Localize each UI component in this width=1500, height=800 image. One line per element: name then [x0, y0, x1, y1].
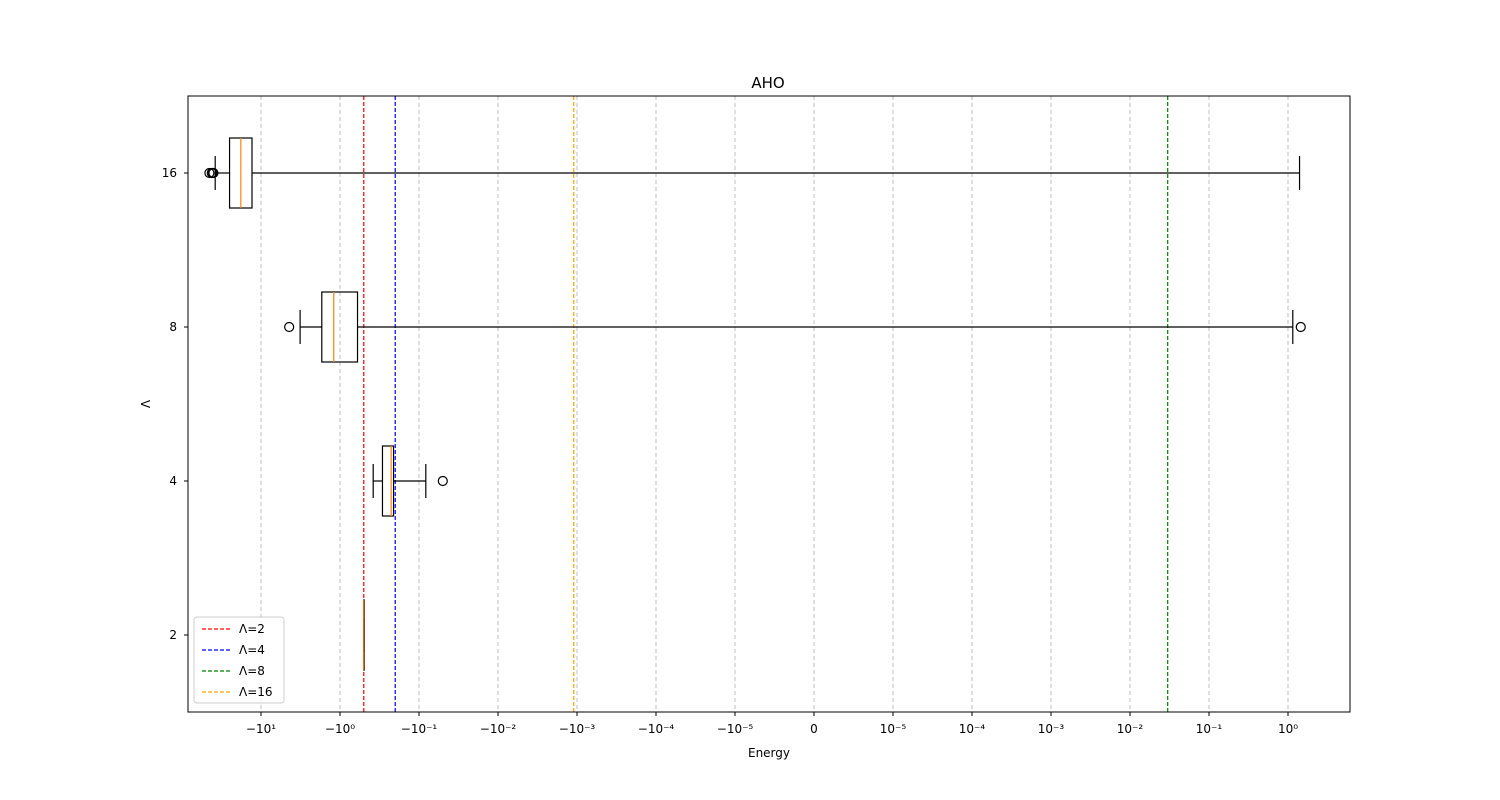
x-tick-label: −10⁻⁵ — [717, 722, 754, 736]
y-axis-label: Λ — [139, 399, 153, 408]
x-axis-label: Energy — [748, 746, 790, 760]
legend-label: Λ=16 — [239, 685, 273, 699]
y-tick-label: 2 — [169, 628, 177, 642]
legend: Λ=2 Λ=4 Λ=8 Λ=16 — [193, 616, 285, 704]
x-tick-label: 10⁻² — [1117, 722, 1144, 736]
reference-lines — [363, 96, 1169, 712]
y-tick-label: 4 — [169, 474, 177, 488]
x-tick-label: −10¹ — [246, 722, 276, 736]
x-tick-label: 0 — [810, 722, 818, 736]
x-tick-label: 10⁻⁴ — [959, 722, 986, 736]
box-plot-16 — [204, 137, 1301, 209]
y-axis-ticks: 2 4 8 16 — [162, 166, 188, 642]
x-tick-label: −10⁰ — [325, 722, 355, 736]
grid-lines — [260, 96, 1289, 712]
box-iqr — [321, 291, 359, 363]
x-axis-ticks: −10¹ −10⁰ −10⁻¹ −10⁻² −10⁻³ −10⁻⁴ −10⁻⁵ 0 10⁻⁵ 10… — [246, 712, 1298, 736]
y-tick-label: 8 — [169, 320, 177, 334]
legend-frame — [193, 616, 285, 704]
box-plot-8 — [284, 291, 1306, 363]
chart-title: AHO — [751, 74, 784, 92]
legend-label: Λ=4 — [239, 643, 265, 657]
outlier-point — [204, 167, 215, 179]
x-tick-label: −10⁻¹ — [401, 722, 438, 736]
outlier-point — [437, 475, 448, 487]
x-tick-label: 10⁻³ — [1038, 722, 1065, 736]
x-tick-label: 10⁻¹ — [1196, 722, 1223, 736]
outlier-point — [284, 321, 295, 333]
y-tick-label: 16 — [162, 166, 177, 180]
box-plots — [204, 137, 1306, 671]
outlier-point — [1295, 321, 1306, 333]
legend-label: Λ=2 — [239, 622, 265, 636]
x-tick-label: −10⁻⁴ — [638, 722, 675, 736]
plot-frame — [187, 95, 1351, 713]
x-tick-label: −10⁻² — [480, 722, 517, 736]
x-tick-label: −10⁻³ — [559, 722, 596, 736]
x-tick-label: 10⁰ — [1278, 722, 1298, 736]
box-plot-4 — [372, 445, 448, 517]
x-tick-label: 10⁻⁵ — [880, 722, 907, 736]
box-plot-2 — [363, 599, 365, 671]
box-iqr — [381, 445, 395, 517]
legend-label: Λ=8 — [239, 664, 265, 678]
